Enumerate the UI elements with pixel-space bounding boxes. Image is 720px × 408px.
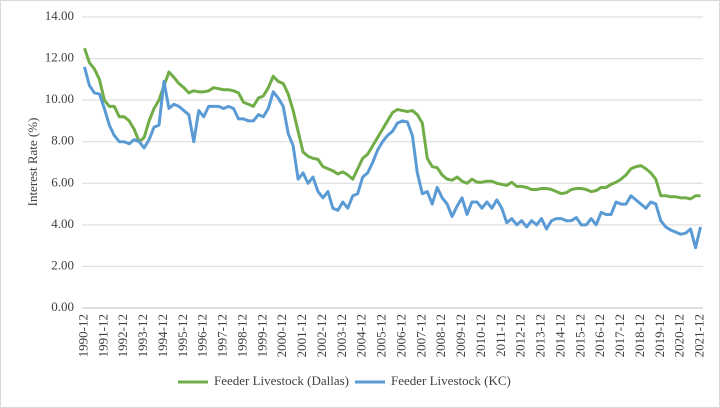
x-tick-label: 1990-12 <box>75 314 90 357</box>
x-tick-label: 1991-12 <box>95 314 110 357</box>
x-tick-label: 1994-12 <box>155 314 170 357</box>
y-tick-label: 10.00 <box>45 91 74 106</box>
x-tick-label: 2012-12 <box>513 314 528 357</box>
x-tick-label: 2017-12 <box>612 314 627 357</box>
x-tick-label: 2007-12 <box>413 314 428 357</box>
x-tick-label: 2016-12 <box>592 314 607 357</box>
legend-label: Feeder Livestock (KC) <box>391 373 511 388</box>
x-tick-label: 2015-12 <box>572 314 587 357</box>
x-tick-label: 2020-12 <box>672 314 687 357</box>
x-tick-label: 2003-12 <box>334 314 349 357</box>
x-tick-label: 2004-12 <box>354 314 369 357</box>
series-line <box>83 66 702 250</box>
x-tick-label: 1993-12 <box>135 314 150 357</box>
x-tick-label: 2000-12 <box>274 314 289 357</box>
y-axis-title: Interest Rate (%) <box>25 118 40 207</box>
y-tick-label: 12.00 <box>45 50 74 65</box>
x-tick-label: 2008-12 <box>433 314 448 357</box>
legend-label: Feeder Livestock (Dallas) <box>214 373 349 388</box>
x-tick-label: 2009-12 <box>453 314 468 357</box>
y-tick-label: 8.00 <box>51 133 74 148</box>
x-tick-label: 2006-12 <box>393 314 408 357</box>
x-tick-label: 2011-12 <box>493 314 508 357</box>
x-tick-label: 1995-12 <box>175 314 190 357</box>
x-tick-label: 1992-12 <box>115 314 130 357</box>
x-tick-label: 2014-12 <box>552 314 567 357</box>
x-tick-label: 1997-12 <box>215 314 230 357</box>
y-tick-label: 6.00 <box>51 174 74 189</box>
x-tick-label: 2018-12 <box>632 314 647 357</box>
x-tick-label: 2002-12 <box>314 314 329 357</box>
x-tick-label: 1998-12 <box>234 314 249 357</box>
y-tick-label: 4.00 <box>51 216 74 231</box>
y-tick-label: 14.00 <box>45 8 74 23</box>
y-tick-label: 0.00 <box>51 299 74 314</box>
x-tick-label: 2021-12 <box>692 314 707 357</box>
x-tick-label: 2019-12 <box>652 314 667 357</box>
x-tick-label: 2005-12 <box>374 314 389 357</box>
x-tick-label: 2013-12 <box>533 314 548 357</box>
series-line <box>83 47 701 201</box>
y-tick-label: 2.00 <box>51 257 74 272</box>
x-tick-label: 1999-12 <box>254 314 269 357</box>
x-tick-label: 2001-12 <box>294 314 309 357</box>
x-tick-label: 2010-12 <box>473 314 488 357</box>
x-tick-label: 1996-12 <box>195 314 210 357</box>
